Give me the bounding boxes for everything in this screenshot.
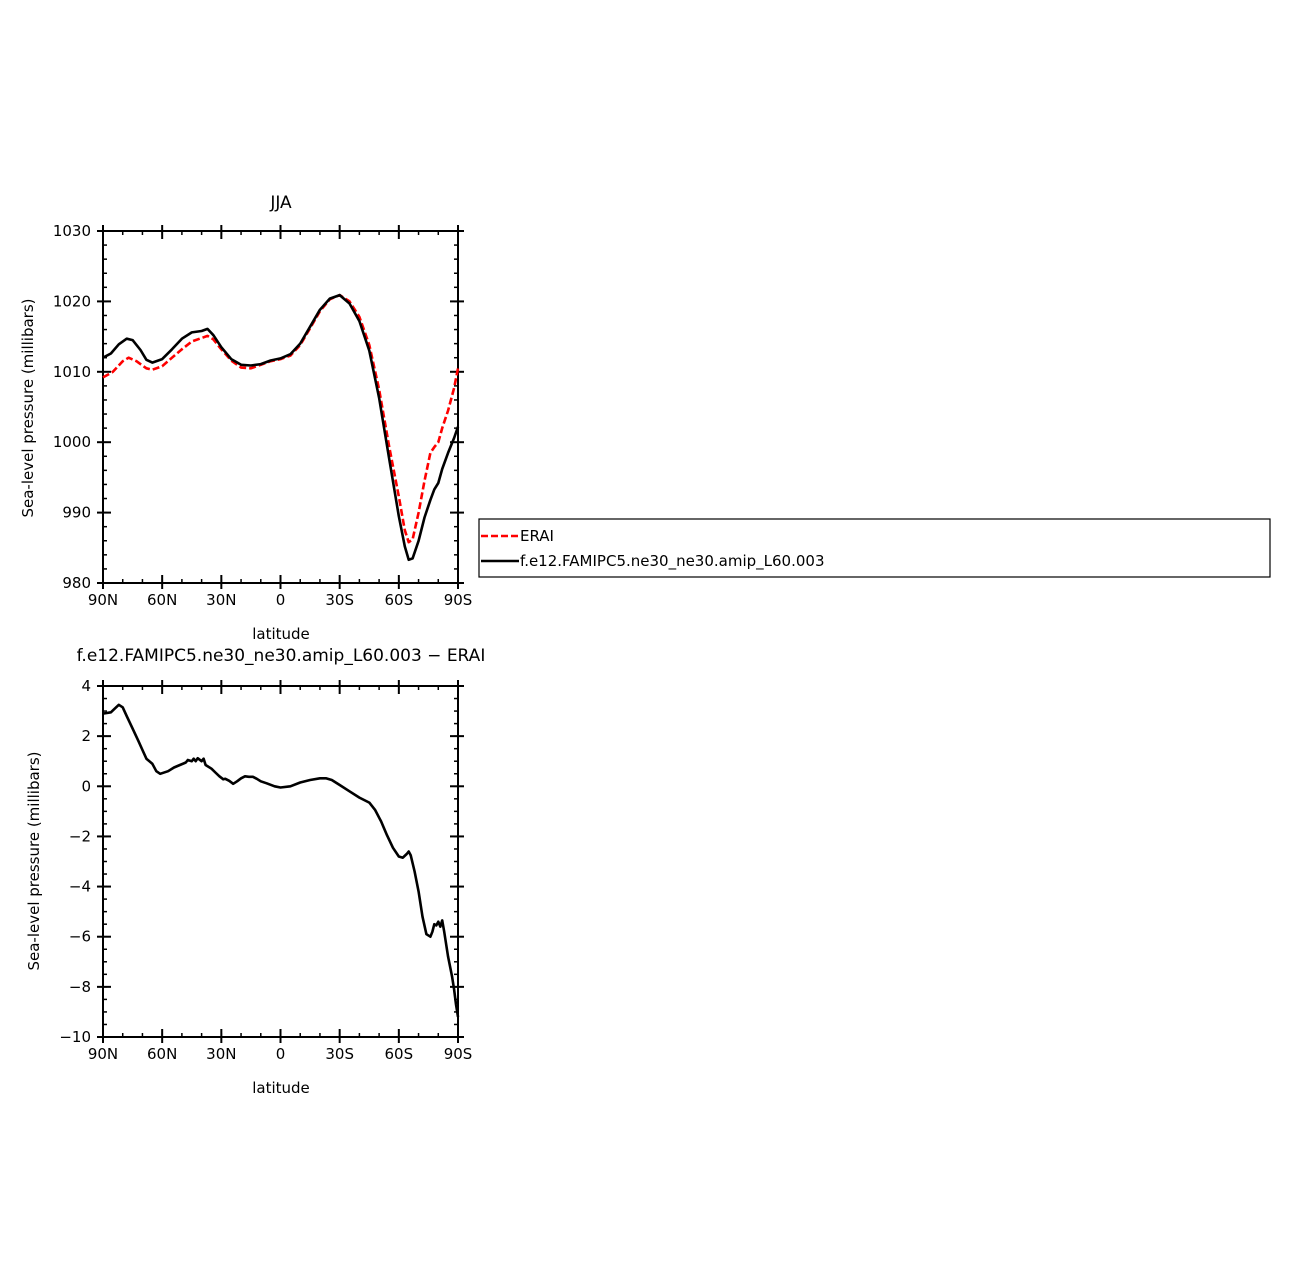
bottom-y-tick-label: −8 — [69, 978, 91, 996]
top-y-axis-label: Sea-level pressure (millibars) — [19, 298, 37, 517]
bottom-y-axis-label: Sea-level pressure (millibars) — [25, 751, 43, 970]
bottom-x-tick-label: 0 — [276, 1045, 286, 1063]
bottom-y-tick-label: 4 — [81, 677, 91, 695]
top-x-tick-label: 0 — [276, 591, 286, 609]
top-y-tick-label: 1000 — [53, 433, 91, 451]
top-y-tick-label: 990 — [62, 504, 91, 522]
top-x-tick-label: 90N — [88, 591, 118, 609]
bottom-chart-title: f.e12.FAMIPC5.ne30_ne30.amip_L60.003 − E… — [77, 646, 486, 666]
bottom-x-tick-label: 30S — [325, 1045, 354, 1063]
top-x-tick-label: 30N — [206, 591, 236, 609]
legend-label-erai: ERAI — [520, 527, 554, 545]
bottom-axes: 90N 60N 30N 0 30S 60S 90S 4 2 0 −2 −4 −6 −8 −10 — [59, 677, 472, 1063]
bottom-y-tick-label: −2 — [69, 827, 91, 845]
bottom-y-tick-label: −10 — [59, 1028, 91, 1046]
bottom-plot-frame — [102, 685, 459, 1038]
legend: ERAI f.e12.FAMIPC5.ne30_ne30.amip_L60.00… — [478, 518, 1271, 578]
bottom-y-tick-label: 2 — [81, 727, 91, 745]
top-panel-line-chart: JJA Sea-level pressure (millibars) latit… — [19, 193, 472, 643]
top-series-group — [102, 293, 460, 562]
bottom-x-tick-label: 60S — [385, 1045, 414, 1063]
top-axes: 90N 60N 30N 0 30S 60S 90S 980 990 1000 1010 1020 103… — [53, 222, 472, 609]
bottom-y-tick-label: 0 — [81, 777, 91, 795]
top-y-tick-label: 1030 — [53, 222, 91, 240]
top-chart-title: JJA — [269, 193, 292, 213]
top-x-tick-label: 90S — [444, 591, 473, 609]
top-y-tick-label: 980 — [62, 574, 91, 592]
bottom-x-axis-label: latitude — [252, 1079, 310, 1097]
bottom-x-tick-label: 90S — [444, 1045, 473, 1063]
bottom-y-tick-label: −4 — [69, 878, 91, 896]
top-x-tick-label: 30S — [325, 591, 354, 609]
bottom-y-tick-label: −6 — [69, 928, 91, 946]
bottom-x-tick-label: 90N — [88, 1045, 118, 1063]
top-series-line-0 — [102, 293, 460, 544]
bottom-x-tick-label: 30N — [206, 1045, 236, 1063]
bottom-series-line-0 — [102, 703, 460, 1018]
top-y-tick-label: 1020 — [53, 292, 91, 310]
legend-label-model: f.e12.FAMIPC5.ne30_ne30.amip_L60.003 — [520, 552, 825, 571]
top-x-axis-label: latitude — [252, 625, 310, 643]
bottom-panel-difference-chart: f.e12.FAMIPC5.ne30_ne30.amip_L60.003 − E… — [25, 646, 485, 1097]
top-x-tick-label: 60S — [385, 591, 414, 609]
bottom-series-group — [102, 703, 460, 1018]
legend-box — [478, 518, 1271, 578]
top-x-tick-label: 60N — [147, 591, 177, 609]
top-series-line-1 — [102, 293, 460, 562]
top-y-tick-label: 1010 — [53, 363, 91, 381]
bottom-x-tick-label: 60N — [147, 1045, 177, 1063]
